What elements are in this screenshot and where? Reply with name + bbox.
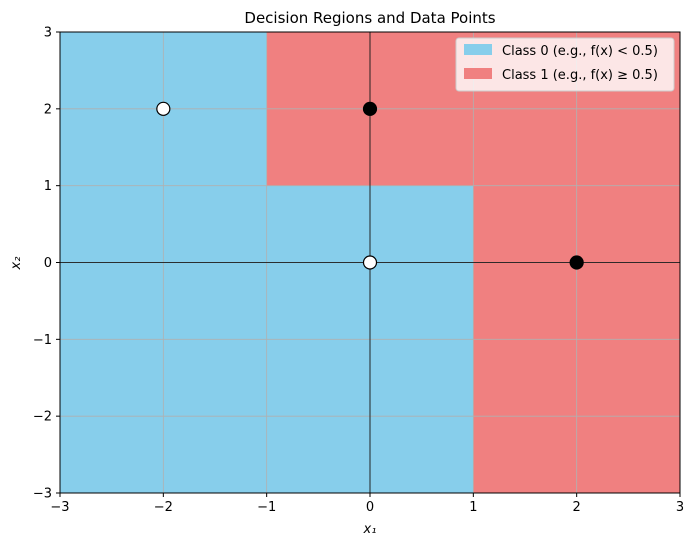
x-axis-label: x₁ <box>363 522 377 537</box>
x-tick-label: 3 <box>676 500 684 515</box>
x-tick-label: −3 <box>50 500 69 515</box>
x-tick-label: 0 <box>366 500 374 515</box>
data-point-class-1 <box>569 255 584 270</box>
ticks: −3 −2 −1 0 1 2 3 −3 −2 −1 0 1 2 3 <box>33 26 684 516</box>
data-point-class-0 <box>156 101 171 116</box>
y-tick-label: −3 <box>33 487 52 502</box>
x-tick-label: 1 <box>469 500 477 515</box>
legend-swatch-class-1 <box>464 68 492 79</box>
y-tick-label: 3 <box>44 26 52 41</box>
x-tick-label: −2 <box>154 500 173 515</box>
y-tick-label: −1 <box>33 333 52 348</box>
y-axis-label: x₂ <box>9 257 24 271</box>
y-tick-label: 0 <box>44 256 52 271</box>
data-point-class-0 <box>362 255 378 270</box>
x-tick-label: −1 <box>257 500 276 515</box>
legend-label-class-0: Class 0 (e.g., f(x) < 0.5) <box>502 44 658 59</box>
y-tick-label: 2 <box>44 102 52 117</box>
chart-title: Decision Regions and Data Points <box>244 9 495 27</box>
y-tick-label: −2 <box>33 410 52 425</box>
x-tick-label: 2 <box>573 500 581 515</box>
legend-label-class-1: Class 1 (e.g., f(x) ≥ 0.5) <box>502 68 658 83</box>
legend: Class 0 (e.g., f(x) < 0.5) Class 1 (e.g.… <box>455 37 675 92</box>
y-tick-label: 1 <box>44 179 52 194</box>
legend-swatch-class-0 <box>464 44 492 55</box>
data-points <box>156 101 584 270</box>
data-point-class-1 <box>362 101 378 116</box>
legend-box <box>455 37 675 92</box>
